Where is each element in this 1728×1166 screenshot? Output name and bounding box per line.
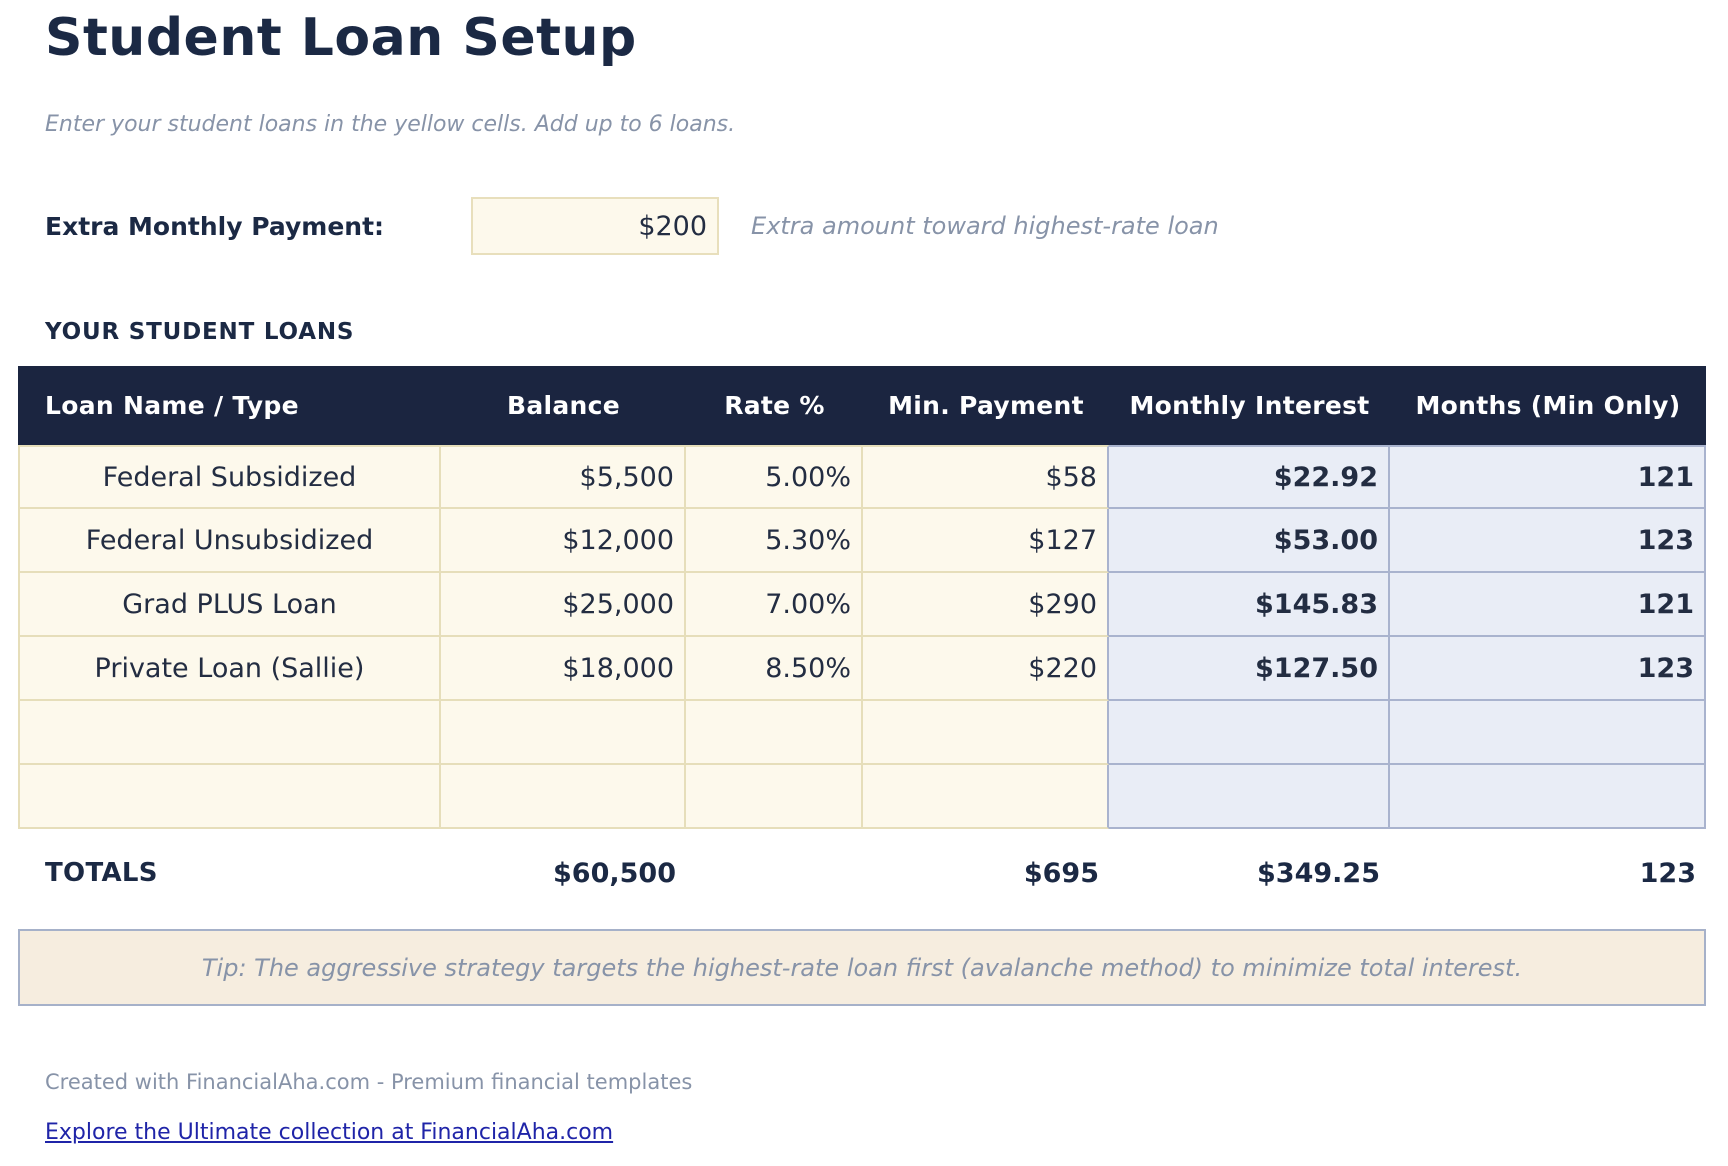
cell-balance[interactable]: $12,000 [441,509,686,573]
cell-loan-name[interactable]: Federal Unsubsidized [18,509,441,573]
tip-box: Tip: The aggressive strategy targets the… [18,929,1706,1006]
totals-months: 123 [1639,857,1696,889]
cell-rate[interactable]: 5.30% [686,509,863,573]
cell-min-payment[interactable] [863,701,1109,765]
cell-balance[interactable]: $25,000 [441,573,686,637]
cell-min-payment[interactable]: $220 [863,637,1109,701]
cell-balance[interactable] [441,701,686,765]
cell-loan-name[interactable]: Federal Subsidized [18,445,441,509]
extra-payment-caption: Extra amount toward highest-rate loan [751,212,1219,240]
totals-monthly-interest: $349.25 [1257,857,1380,889]
totals-min-payment: $695 [1023,857,1099,889]
table-row: Grad PLUS Loan $25,000 7.00% $290 $145.8… [18,573,1706,637]
totals-label: TOTALS [45,858,158,888]
cell-rate[interactable] [686,701,863,765]
cell-rate[interactable]: 7.00% [686,573,863,637]
table-row: Federal Subsidized $5,500 5.00% $58 $22.… [18,445,1706,509]
cell-loan-name[interactable] [18,765,441,829]
cell-rate[interactable] [686,765,863,829]
column-header-monthly-interest: Monthly Interest [1129,391,1370,420]
cell-months [1390,765,1706,829]
table-row: Federal Unsubsidized $12,000 5.30% $127 … [18,509,1706,573]
cell-balance[interactable]: $18,000 [441,637,686,701]
table-row [18,765,1706,829]
footer-link[interactable]: Explore the Ultimate collection at Finan… [45,1120,614,1145]
column-header-rate: Rate % [724,391,825,420]
column-header-months: Months (Min Only) [1415,391,1681,420]
page-subtitle: Enter your student loans in the yellow c… [45,112,736,137]
column-header-balance: Balance [506,391,621,420]
extra-payment-input[interactable] [471,197,720,255]
cell-balance[interactable] [441,765,686,829]
cell-months: 123 [1390,637,1706,701]
cell-months: 123 [1390,509,1706,573]
cell-months: 121 [1390,445,1706,509]
cell-rate[interactable]: 8.50% [686,637,863,701]
cell-loan-name[interactable]: Grad PLUS Loan [18,573,441,637]
cell-monthly-interest [1109,765,1390,829]
cell-min-payment[interactable]: $127 [863,509,1109,573]
totals-rate [686,853,863,893]
cell-months [1390,701,1706,765]
extra-payment-label: Extra Monthly Payment: [45,211,385,241]
tip-text: Tip: The aggressive strategy targets the… [201,953,1523,982]
cell-months: 121 [1390,573,1706,637]
cell-monthly-interest: $145.83 [1109,573,1390,637]
cell-loan-name[interactable]: Private Loan (Sallie) [18,637,441,701]
table-header-row: Loan Name / Type Balance Rate % Min. Pay… [18,366,1706,445]
table-row [18,701,1706,765]
cell-min-payment[interactable]: $290 [863,573,1109,637]
section-heading: YOUR STUDENT LOANS [45,319,355,345]
cell-loan-name[interactable] [18,701,441,765]
cell-min-payment[interactable]: $58 [863,445,1109,509]
cell-monthly-interest: $127.50 [1109,637,1390,701]
cell-balance[interactable]: $5,500 [441,445,686,509]
totals-balance: $60,500 [553,857,676,889]
table-row: Private Loan (Sallie) $18,000 8.50% $220… [18,637,1706,701]
column-header-min-payment: Min. Payment [888,391,1084,420]
footer-credit: Created with FinancialAha.com - Premium … [45,1070,693,1094]
cell-monthly-interest [1109,701,1390,765]
cell-min-payment[interactable] [863,765,1109,829]
loan-table: Loan Name / Type Balance Rate % Min. Pay… [18,366,1706,893]
cell-monthly-interest: $22.92 [1109,445,1390,509]
cell-monthly-interest: $53.00 [1109,509,1390,573]
extra-payment-row: Extra Monthly Payment: Extra amount towa… [45,197,1706,255]
column-header-loan-name: Loan Name / Type [45,391,299,420]
cell-rate[interactable]: 5.00% [686,445,863,509]
page-title: Student Loan Setup [45,8,637,68]
totals-row: TOTALS $60,500 $695 $349.25 123 [18,829,1706,893]
